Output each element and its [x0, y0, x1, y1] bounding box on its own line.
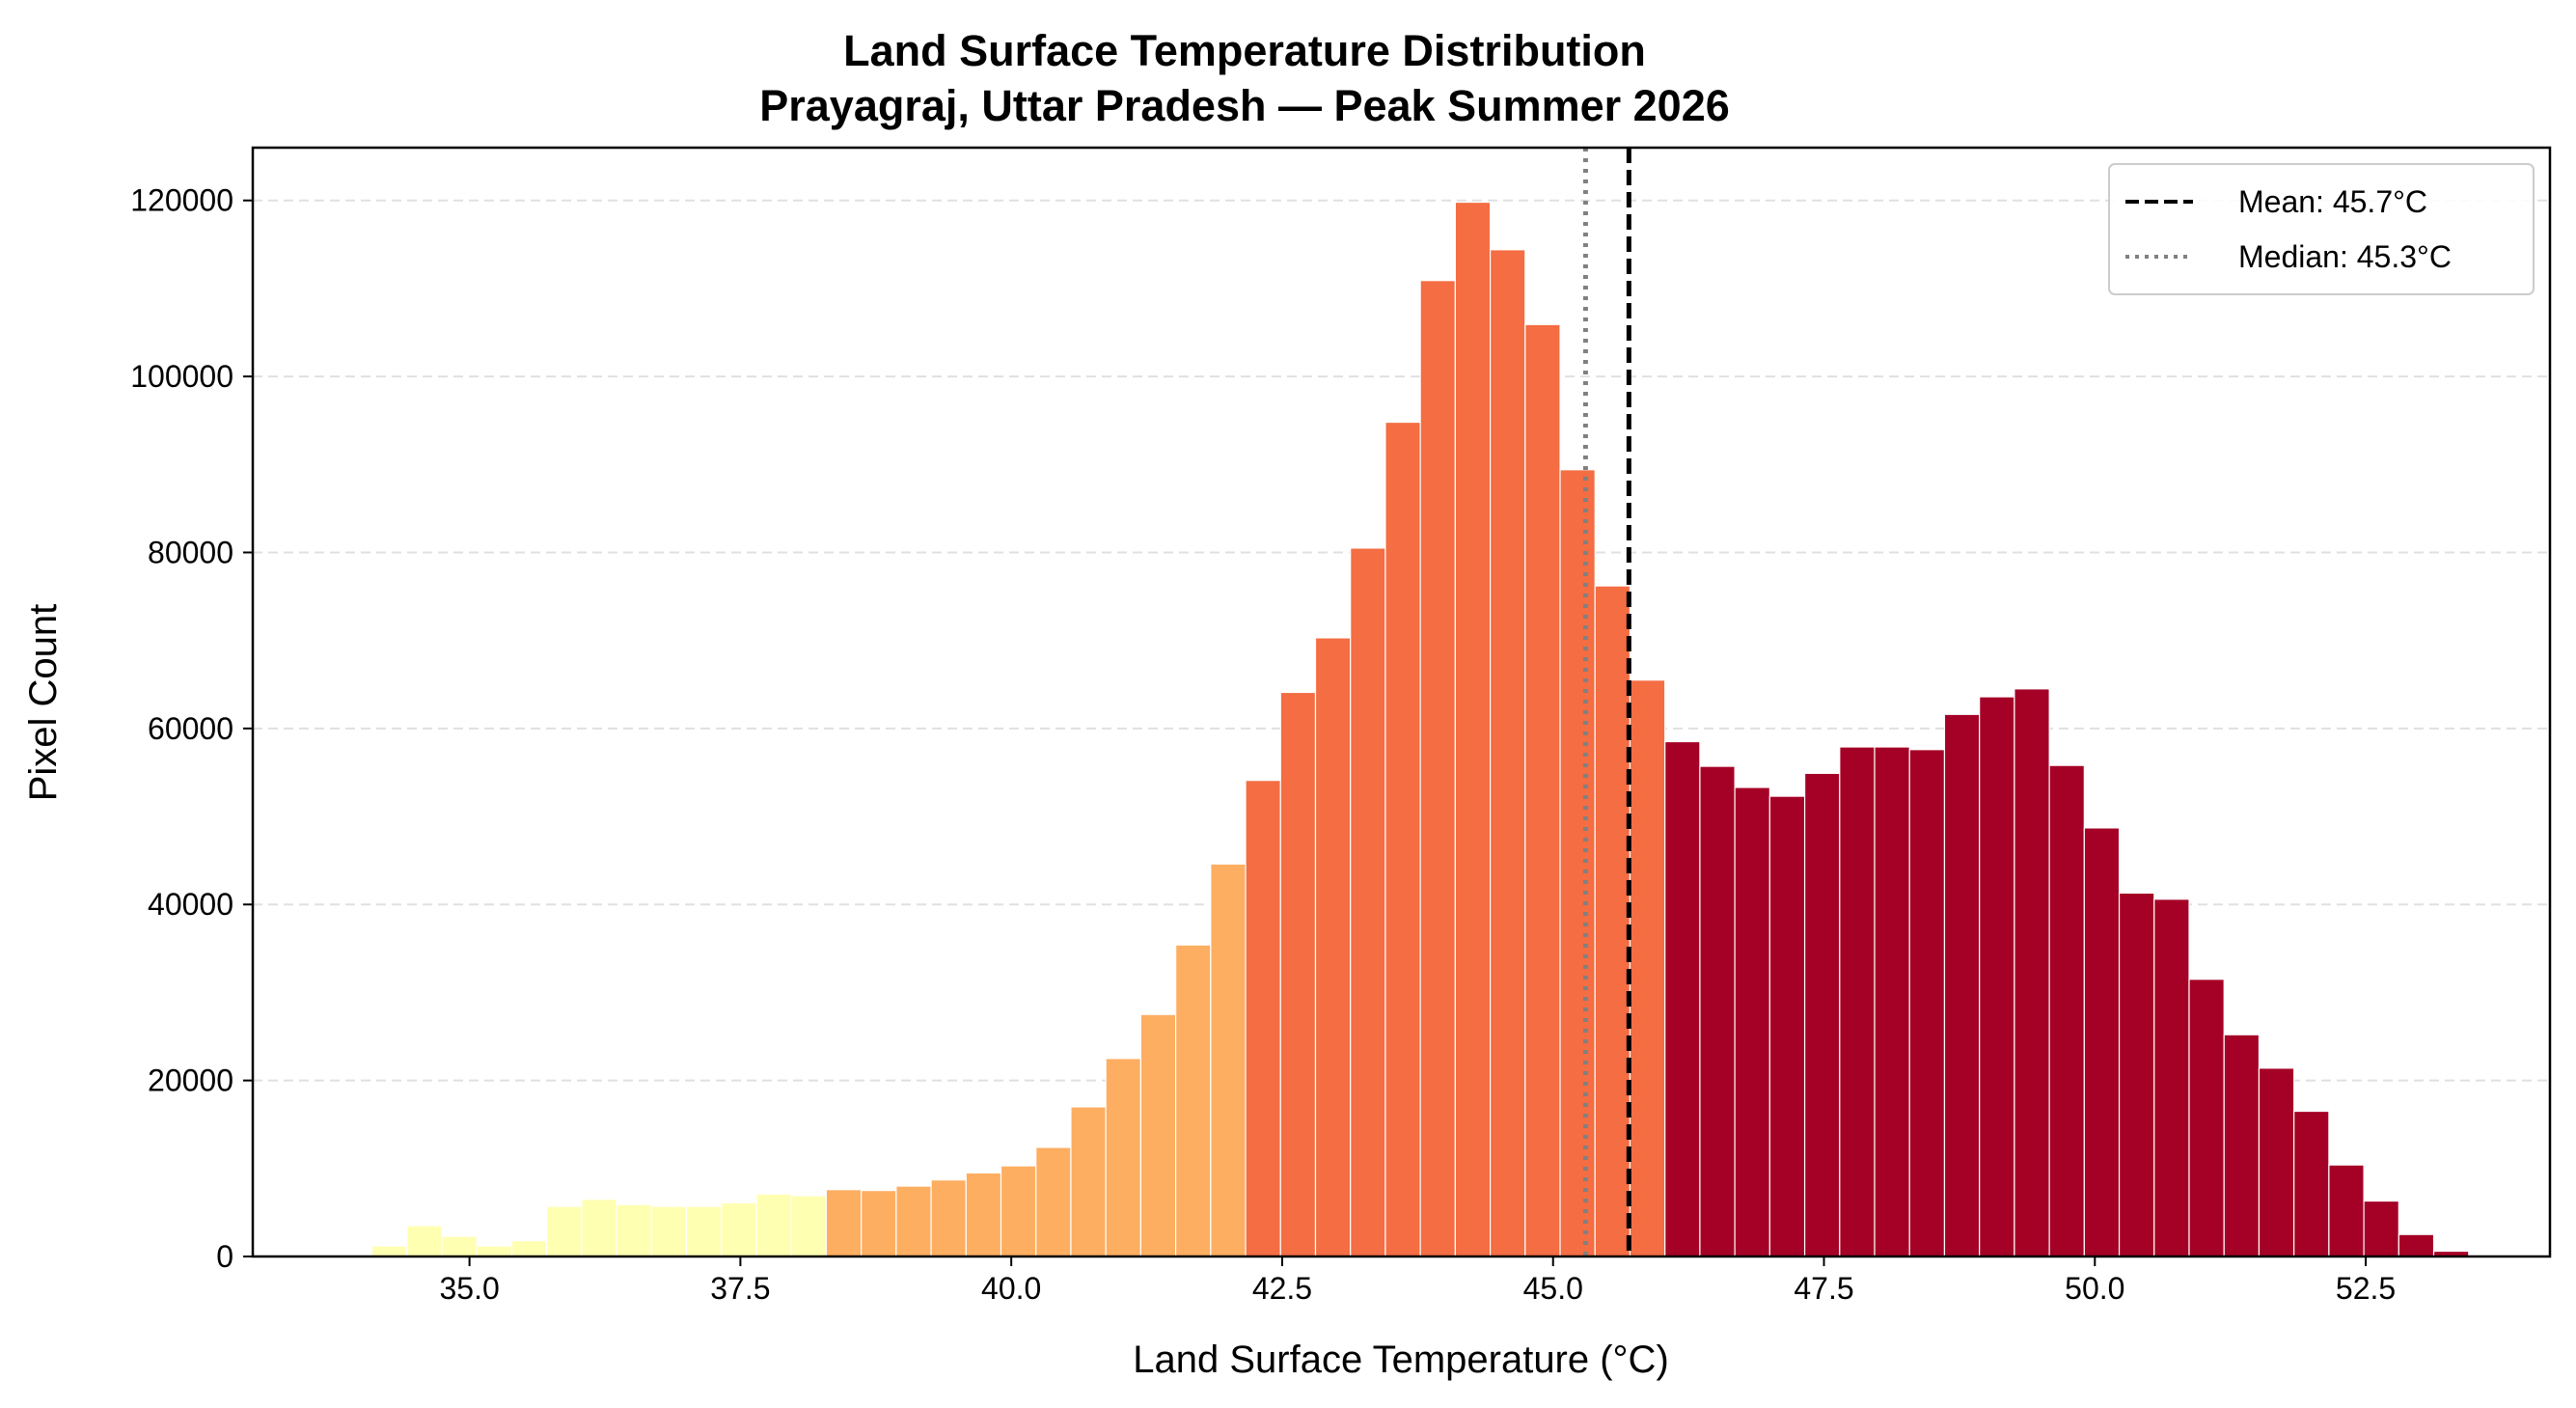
histogram-bar: [1245, 780, 1281, 1257]
histogram-bar: [2328, 1164, 2365, 1257]
histogram-bar: [895, 1185, 932, 1257]
histogram-bar: [1734, 787, 1770, 1257]
histogram-bar: [546, 1205, 583, 1257]
histogram-bar: [1210, 863, 1247, 1257]
x-tick-label: 47.5: [1794, 1271, 1853, 1306]
histogram-bar: [1524, 323, 1561, 1257]
histogram-bar: [1594, 585, 1631, 1257]
y-tick-label: 80000: [148, 535, 233, 569]
legend: Mean: 45.7°C Median: 45.3°C: [2108, 163, 2535, 295]
histogram-bar: [2293, 1110, 2330, 1257]
histogram-bar: [1279, 691, 1317, 1257]
y-tick-label: 100000: [130, 359, 233, 394]
histogram-bar: [406, 1225, 443, 1257]
histogram-bar: [1559, 469, 1596, 1257]
histogram-bar: [476, 1245, 513, 1257]
histogram-bar: [1419, 280, 1456, 1257]
histogram-bar: [370, 1245, 408, 1257]
histogram-bar: [1384, 421, 1421, 1257]
histogram-bar: [1139, 1013, 1177, 1257]
histogram-bar: [1489, 249, 1526, 1257]
histogram-bar: [1699, 765, 1736, 1257]
histogram-bar: [2363, 1200, 2399, 1257]
plot-frame: [251, 146, 2552, 1258]
histogram-bar: [2014, 688, 2050, 1257]
legend-mean-label: Mean: 45.7°C: [2238, 184, 2427, 219]
histogram-bar: [2118, 892, 2155, 1257]
histogram-bar: [2258, 1067, 2295, 1257]
histogram-bar: [2398, 1233, 2435, 1257]
histogram-bar: [1035, 1146, 1072, 1257]
histogram-bar: [721, 1201, 757, 1257]
x-tick-label: 37.5: [710, 1271, 770, 1306]
histogram-bar: [1314, 637, 1352, 1257]
histogram-bar: [2188, 979, 2225, 1257]
histogram-bar: [965, 1172, 1002, 1257]
y-tick-label: 40000: [148, 887, 233, 922]
histogram-bar: [1105, 1058, 1141, 1257]
histogram-bar: [1000, 1165, 1037, 1257]
x-tick-label: 50.0: [2065, 1271, 2124, 1306]
histogram-bar: [1839, 746, 1876, 1257]
histogram-bar: [2083, 827, 2121, 1257]
y-tick-label: 0: [216, 1239, 233, 1274]
reference-lines: [1582, 148, 1631, 1256]
x-axis-ticks: 35.0 37.5 40.0 42.5 45.0 47.5 50.0 52.5: [439, 1256, 2396, 1306]
y-tick-label: 60000: [148, 711, 233, 746]
histogram-bar: [1175, 944, 1212, 1257]
histogram-bar: [2048, 764, 2085, 1257]
histogram-bar: [2153, 898, 2190, 1257]
x-tick-label: 40.0: [981, 1271, 1041, 1306]
histogram-bar: [510, 1239, 548, 1257]
histogram-bar: [1768, 795, 1806, 1257]
legend-box: [2108, 163, 2535, 295]
histogram-bar: [1350, 547, 1386, 1257]
histogram-bar: [1803, 772, 1841, 1257]
histogram-bar: [1070, 1106, 1107, 1257]
y-tick-label: 20000: [148, 1063, 233, 1098]
histogram-bar: [861, 1190, 897, 1257]
histogram-bar: [1629, 679, 1666, 1257]
x-axis-label: Land Surface Temperature (°C): [1133, 1339, 1669, 1381]
histogram-bar: [685, 1205, 723, 1257]
histogram-bar: [825, 1189, 863, 1257]
histogram-bar: [790, 1195, 828, 1257]
histogram-bar: [1874, 746, 1910, 1257]
x-tick-label: 52.5: [2336, 1271, 2396, 1306]
y-axis-ticks: 0 20000 40000 60000 80000 100000 120000: [130, 183, 253, 1274]
histogram-bar: [581, 1199, 617, 1257]
histogram-bar: [1664, 740, 1701, 1257]
histogram-bar: [1454, 201, 1492, 1257]
histogram-bar: [650, 1205, 688, 1257]
histogram-bar: [616, 1203, 652, 1257]
y-axis-label: Pixel Count: [22, 604, 65, 802]
x-tick-label: 45.0: [1523, 1271, 1583, 1306]
chart-title: Land Surface Temperature Distribution: [843, 26, 1646, 75]
x-tick-label: 42.5: [1252, 1271, 1312, 1306]
chart-subtitle: Prayagraj, Uttar Pradesh — Peak Summer 2…: [759, 81, 1730, 130]
histogram-bar: [930, 1179, 967, 1257]
histogram-bar: [2223, 1034, 2261, 1257]
histogram-bar: [1979, 696, 2015, 1257]
histogram-bar: [755, 1193, 792, 1257]
x-tick-label: 35.0: [439, 1271, 499, 1306]
y-tick-label: 120000: [130, 183, 233, 218]
legend-median-label: Median: 45.3°C: [2238, 239, 2452, 274]
histogram-bar: [441, 1235, 478, 1257]
histogram-bar: [1908, 749, 1946, 1257]
histogram-bar: [1943, 713, 1981, 1257]
